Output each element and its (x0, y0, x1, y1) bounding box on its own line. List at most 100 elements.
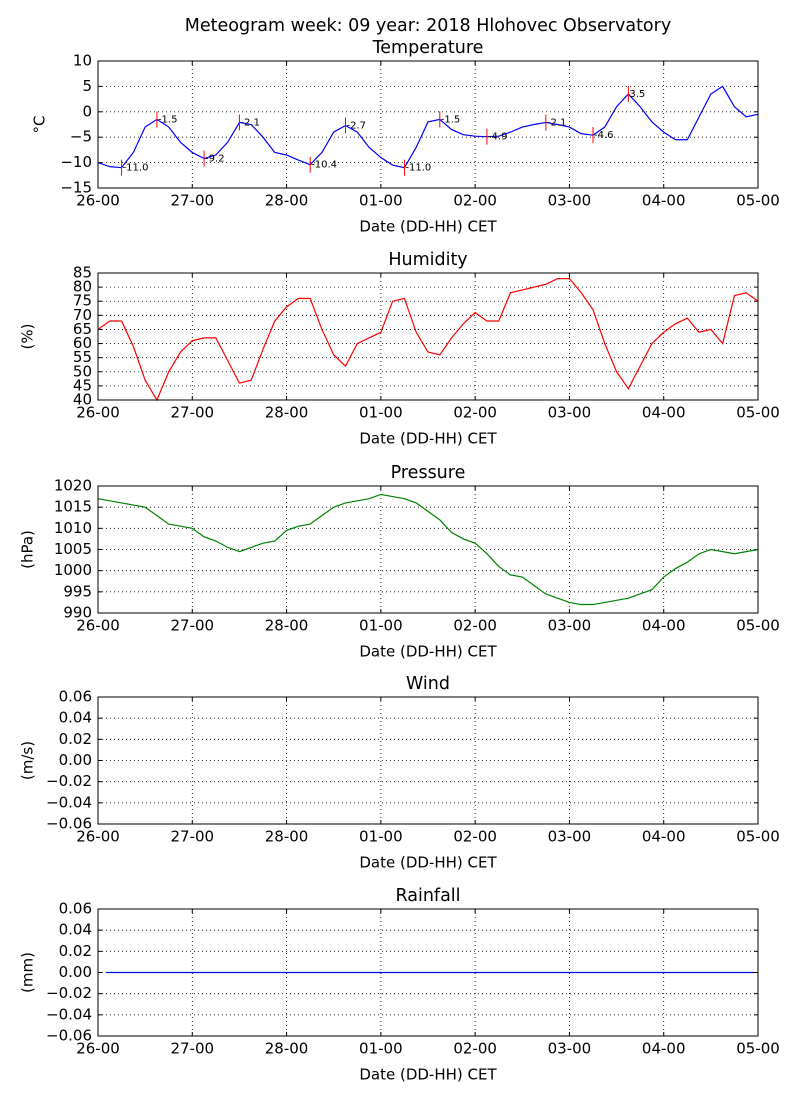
x-tick-label: 28-00 (265, 192, 309, 210)
x-tick-label: 28-00 (265, 404, 309, 422)
x-tick-label: 03-00 (548, 1040, 592, 1058)
x-tick-label: 03-00 (548, 617, 592, 635)
x-tick-label: 28-00 (265, 1040, 309, 1058)
y-axis-label: (hPa) (19, 530, 37, 569)
y-tick-label: 1005 (54, 540, 92, 558)
x-tick-label: 05-00 (736, 617, 780, 635)
y-tick-label: −5 (70, 128, 92, 146)
x-tick-label: 02-00 (453, 192, 497, 210)
x-tick-label: 27-00 (170, 404, 214, 422)
subplot-title: Pressure (391, 463, 466, 483)
x-axis-label: Date (DD-HH) CET (359, 643, 497, 661)
y-tick-label: 60 (73, 334, 92, 352)
subplot-title: Temperature (372, 38, 484, 58)
y-tick-label: 0.04 (59, 709, 92, 727)
y-tick-label: 45 (73, 376, 92, 394)
y-tick-label: −0.04 (46, 1005, 92, 1023)
x-tick-label: 05-00 (736, 1040, 780, 1058)
data-line (97, 493, 759, 606)
y-tick-label: 0.06 (59, 900, 92, 918)
y-tick-label: −0.02 (46, 772, 92, 790)
plot-frame (97, 272, 759, 401)
y-tick-label: 40 (73, 391, 92, 409)
extreme-label: -10.4 (311, 160, 337, 171)
x-tick-label: 01-00 (359, 404, 403, 422)
extreme-label: -1.5 (158, 114, 178, 125)
subplot-title: Humidity (388, 250, 467, 270)
x-tick-label: 02-00 (453, 404, 497, 422)
subplot-title: Rainfall (395, 886, 460, 906)
extreme-label: -1.5 (441, 114, 461, 125)
x-tick-label: 27-00 (170, 1040, 214, 1058)
y-tick-label: 0.00 (59, 751, 92, 769)
y-axis-label: (mm) (19, 952, 37, 993)
y-tick-label: 995 (63, 582, 92, 600)
extreme-label: -2.1 (240, 117, 260, 128)
y-tick-label: 65 (73, 320, 92, 338)
x-tick-label: 27-00 (170, 828, 214, 846)
y-tick-label: 0.02 (59, 730, 92, 748)
x-tick-label: 01-00 (359, 192, 403, 210)
subplot-title: Wind (406, 674, 450, 694)
extreme-label: -2.7 (347, 121, 367, 132)
x-tick-label: 03-00 (548, 404, 592, 422)
extreme-label: -11.0 (405, 163, 431, 174)
y-tick-label: 0.00 (59, 963, 92, 981)
x-tick-label: 26-00 (76, 1040, 120, 1058)
y-tick-label: 1010 (54, 519, 92, 537)
y-axis-label: (m/s) (19, 741, 37, 780)
x-tick-label: 04-00 (642, 192, 686, 210)
data-line (97, 85, 759, 169)
y-tick-label: −0.04 (46, 793, 92, 811)
y-tick-label: −0.06 (46, 1027, 92, 1045)
x-tick-label: 02-00 (453, 617, 497, 635)
y-tick-label: −0.06 (46, 815, 92, 833)
extreme-label: -2.1 (547, 117, 567, 128)
x-tick-label: 05-00 (736, 192, 780, 210)
x-tick-label: 26-00 (76, 192, 120, 210)
y-tick-label: −10 (60, 153, 92, 171)
x-tick-label: 26-00 (76, 828, 120, 846)
y-tick-label: 10 (73, 52, 92, 70)
plot-frame (97, 908, 759, 1037)
x-axis-label: Date (DD-HH) CET (359, 1066, 497, 1084)
x-tick-label: 27-00 (170, 617, 214, 635)
x-tick-label: 27-00 (170, 192, 214, 210)
y-tick-label: 85 (73, 264, 92, 282)
plot-frame (97, 60, 759, 189)
x-tick-label: 28-00 (265, 828, 309, 846)
extreme-label: -4.9 (488, 132, 508, 143)
figure-title: Meteogram week: 09 year: 2018 Hlohovec O… (185, 16, 671, 36)
x-axis-label: Date (DD-HH) CET (359, 854, 497, 872)
x-axis-label: Date (DD-HH) CET (359, 218, 497, 236)
y-axis-label: (%) (19, 324, 37, 350)
x-tick-label: 03-00 (548, 828, 592, 846)
x-tick-label: 04-00 (642, 1040, 686, 1058)
y-tick-label: 5 (82, 77, 92, 95)
y-axis-label: °C (31, 116, 49, 134)
y-tick-label: 75 (73, 292, 92, 310)
y-tick-label: 990 (63, 604, 92, 622)
x-tick-label: 02-00 (453, 1040, 497, 1058)
extreme-label: -9.2 (205, 154, 225, 165)
x-tick-label: 05-00 (736, 828, 780, 846)
y-tick-label: 1015 (54, 498, 92, 516)
y-tick-label: 0.04 (59, 921, 92, 939)
x-tick-label: 28-00 (265, 617, 309, 635)
x-tick-label: 01-00 (359, 828, 403, 846)
y-tick-label: 1020 (54, 477, 92, 495)
x-tick-label: 26-00 (76, 404, 120, 422)
extreme-label: 3.5 (629, 89, 645, 100)
y-tick-label: 0.02 (59, 942, 92, 960)
extreme-label: -11.0 (123, 163, 149, 174)
plot-frame (97, 485, 759, 614)
y-tick-label: 80 (73, 278, 92, 296)
y-tick-label: −0.02 (46, 984, 92, 1002)
x-tick-label: 04-00 (642, 404, 686, 422)
y-tick-label: 55 (73, 348, 92, 366)
x-tick-label: 26-00 (76, 617, 120, 635)
y-tick-label: 1000 (54, 561, 92, 579)
y-tick-label: 0 (82, 102, 92, 120)
x-tick-label: 04-00 (642, 617, 686, 635)
